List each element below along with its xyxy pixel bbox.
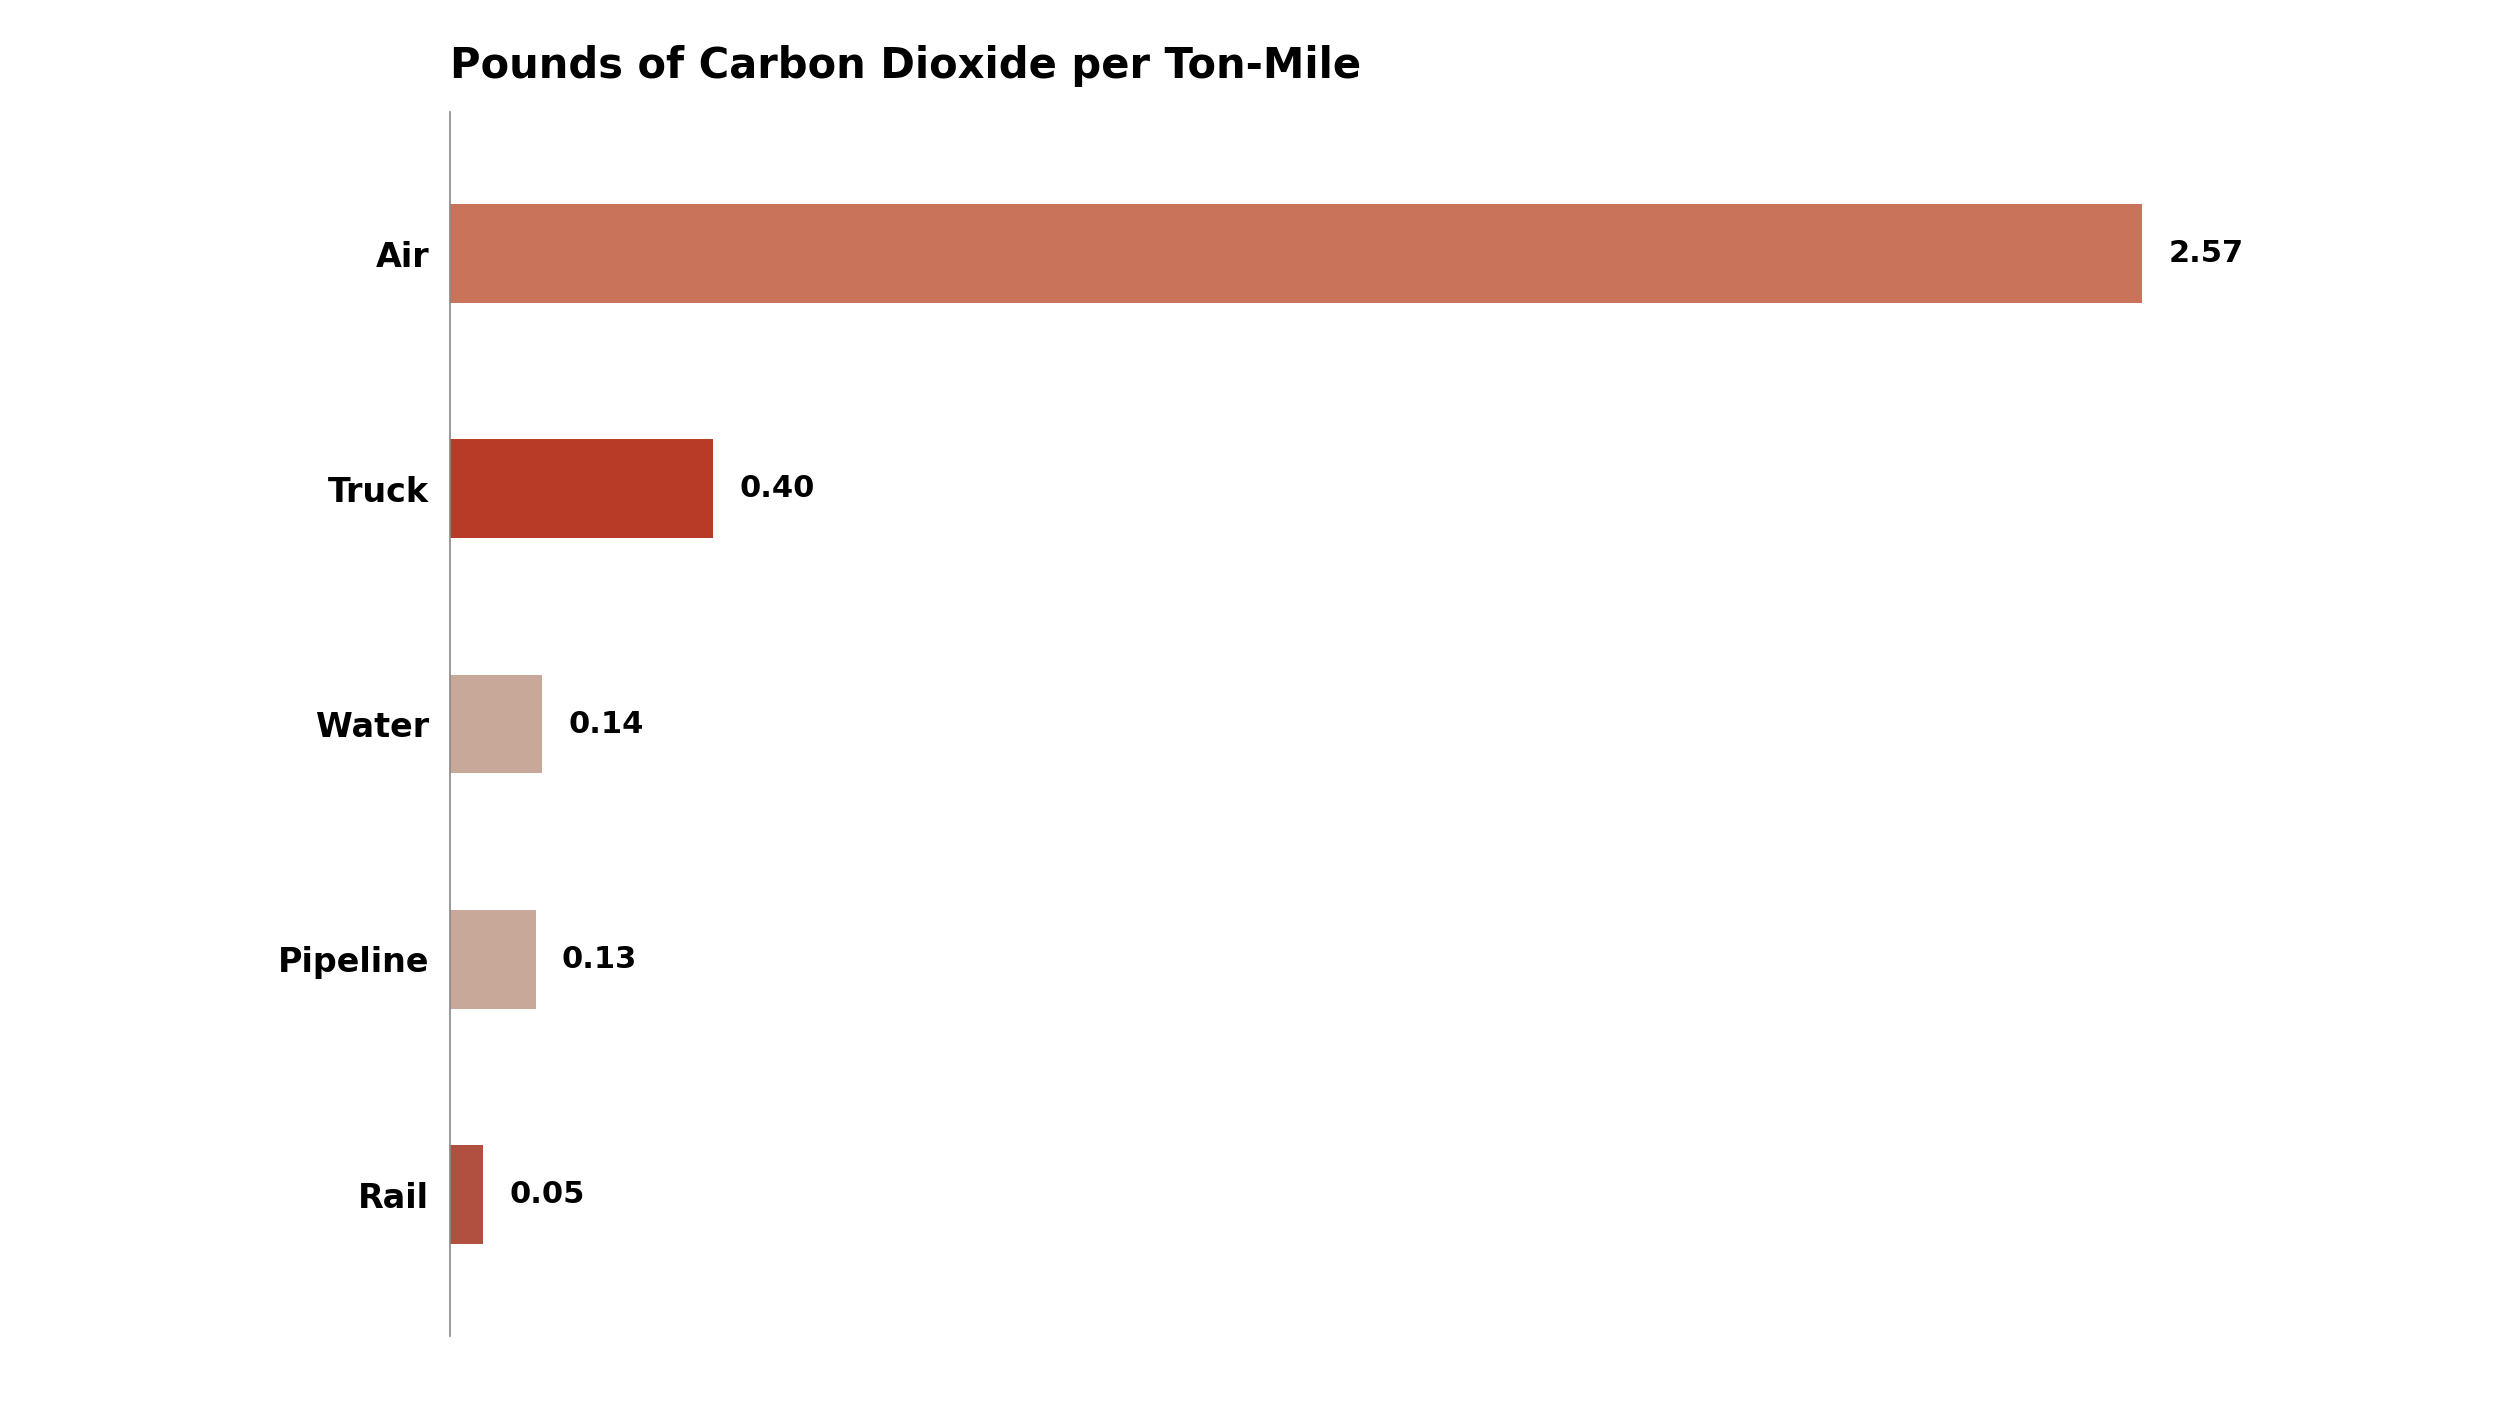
Text: 0.40: 0.40 <box>740 474 815 503</box>
Bar <box>450 1144 482 1244</box>
Text: 0.05: 0.05 <box>510 1180 585 1209</box>
Bar <box>450 440 712 538</box>
Bar <box>450 910 535 1008</box>
Bar <box>450 204 2142 304</box>
Text: Pounds of Carbon Dioxide per Ton-Mile: Pounds of Carbon Dioxide per Ton-Mile <box>450 45 1360 87</box>
Text: 2.57: 2.57 <box>2168 239 2242 269</box>
Text: 0.13: 0.13 <box>562 945 638 974</box>
Text: 0.14: 0.14 <box>568 710 645 738</box>
Bar <box>450 675 542 773</box>
